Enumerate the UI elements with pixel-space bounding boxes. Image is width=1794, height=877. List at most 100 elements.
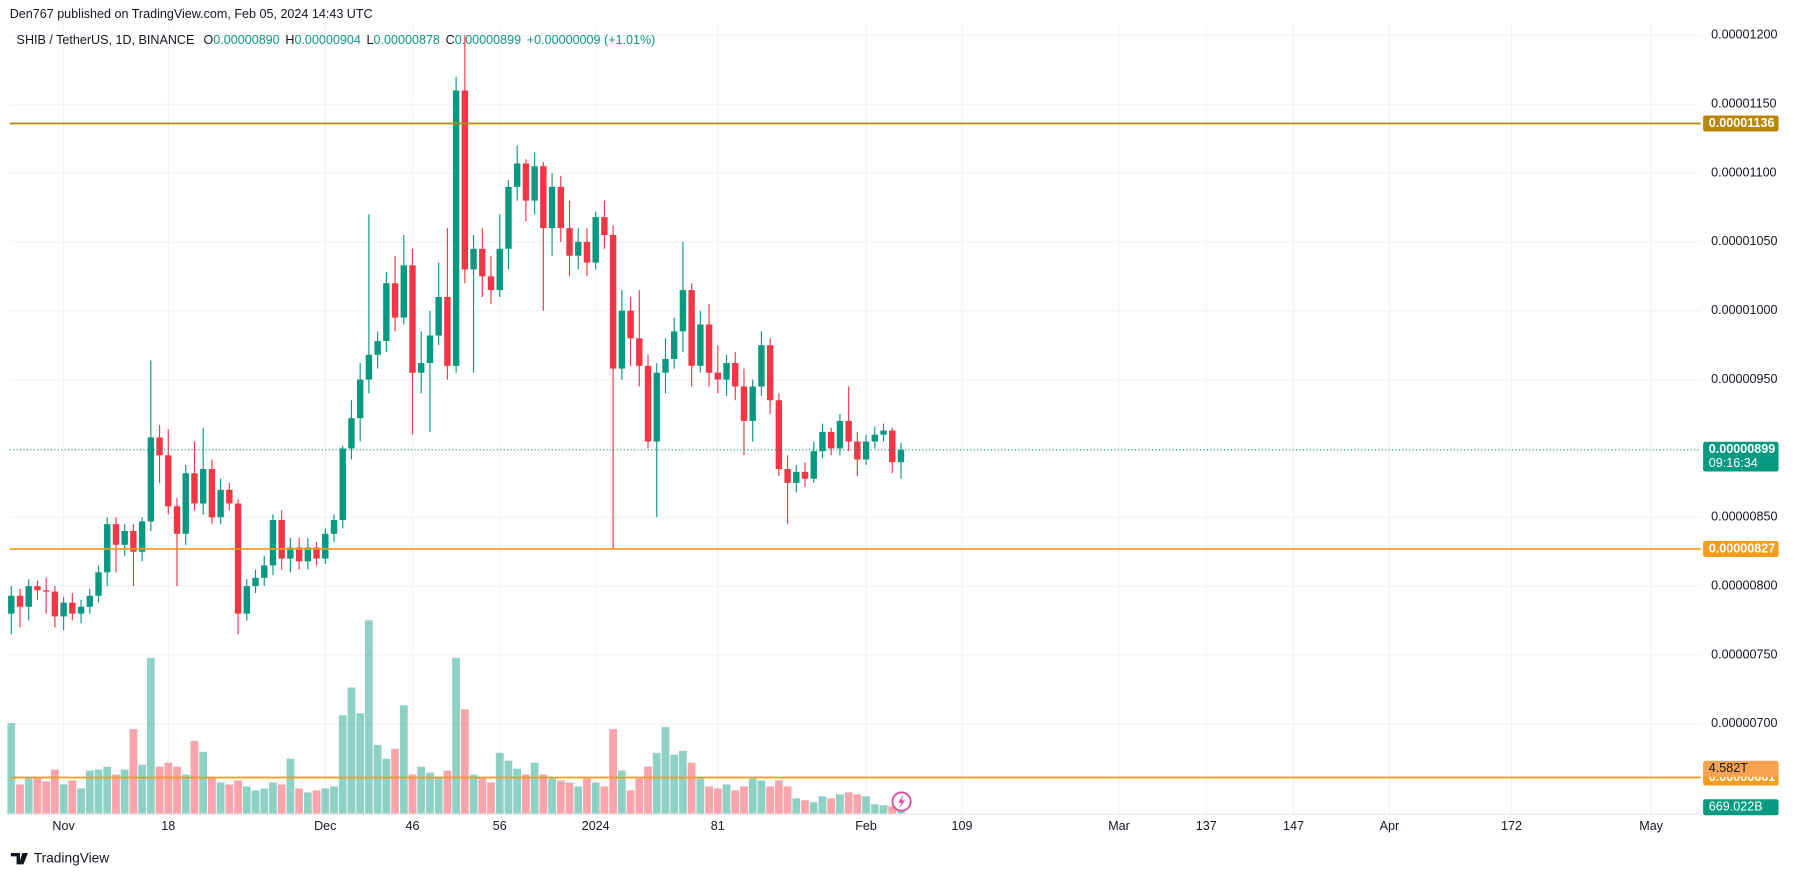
legend-key: C bbox=[446, 33, 455, 47]
volume-bar bbox=[870, 804, 879, 815]
volume-bar bbox=[181, 774, 190, 815]
volume-bar bbox=[740, 786, 748, 815]
volume-bar bbox=[460, 709, 469, 815]
y-tick-label: 0.00000950 bbox=[1711, 372, 1777, 386]
volume-bar bbox=[853, 794, 862, 815]
volume-bar bbox=[286, 758, 295, 815]
volume-bar bbox=[888, 806, 897, 815]
candle-body bbox=[269, 520, 277, 566]
candle-body bbox=[287, 547, 294, 559]
volume-bar bbox=[783, 786, 792, 815]
x-tick-label: 46 bbox=[406, 819, 420, 833]
y-tick-label: 0.00001150 bbox=[1711, 97, 1776, 111]
candle-body bbox=[199, 469, 207, 504]
volume-bar bbox=[234, 780, 242, 815]
volume-bar bbox=[556, 780, 565, 815]
volume-bar bbox=[862, 796, 870, 815]
volume-bar bbox=[722, 784, 731, 815]
candle-body bbox=[775, 400, 783, 470]
candle-body bbox=[784, 469, 791, 483]
volume-bar bbox=[600, 786, 609, 815]
x-tick-label: Mar bbox=[1108, 819, 1130, 833]
candle-body bbox=[697, 324, 704, 366]
candle-body bbox=[304, 547, 312, 562]
volume-bar bbox=[617, 770, 626, 815]
candle-body bbox=[191, 473, 198, 504]
candle-body bbox=[365, 354, 373, 380]
y-tick-label: 0.00001100 bbox=[1711, 165, 1776, 179]
candle-body bbox=[836, 420, 844, 449]
candle-body bbox=[479, 248, 486, 277]
candles bbox=[8, 35, 905, 635]
volume-bar bbox=[7, 723, 16, 815]
axes: 0.00001200 0.00001150 0.00001100 0.00001050… bbox=[9, 28, 1779, 833]
candle-body bbox=[670, 331, 678, 359]
candle-body bbox=[391, 283, 399, 318]
candle-body bbox=[261, 565, 268, 578]
volume-bar bbox=[565, 782, 574, 815]
candle-body bbox=[801, 471, 809, 479]
candle-body bbox=[322, 533, 329, 559]
candle-body bbox=[383, 283, 390, 342]
volume-bar bbox=[146, 657, 155, 815]
candle-body bbox=[505, 186, 512, 249]
candle-body bbox=[356, 379, 364, 419]
volume-bar bbox=[216, 782, 225, 815]
volume-bar bbox=[792, 798, 801, 815]
volume-bar bbox=[112, 774, 120, 815]
volume-bar bbox=[713, 788, 722, 815]
candle-body bbox=[452, 90, 460, 366]
candle-body bbox=[16, 595, 24, 607]
volume-bar bbox=[809, 802, 818, 815]
candle-body bbox=[95, 572, 102, 596]
x-tick-label: May bbox=[1639, 819, 1663, 833]
candle-body bbox=[121, 531, 128, 545]
volume-bar bbox=[77, 788, 85, 815]
candle-body bbox=[34, 586, 41, 591]
x-tick-label: 172 bbox=[1501, 819, 1522, 833]
volume-bar bbox=[251, 790, 260, 815]
volume-bar bbox=[827, 798, 836, 815]
volume-bar bbox=[155, 766, 164, 815]
candle-body bbox=[234, 503, 242, 614]
volume-last-label: 669.022B bbox=[1709, 800, 1763, 814]
candle-body bbox=[758, 345, 765, 387]
candle-body bbox=[522, 163, 530, 201]
volume-bar bbox=[530, 762, 539, 815]
candle-body bbox=[845, 420, 852, 442]
volume-bar bbox=[103, 766, 112, 815]
legend-key: H bbox=[285, 33, 294, 47]
volume-bar bbox=[129, 729, 138, 815]
volume-bar bbox=[495, 752, 504, 815]
candle-body bbox=[374, 341, 381, 355]
volume-bar bbox=[574, 786, 583, 815]
volume-bar bbox=[391, 748, 399, 815]
y-tick-label: 0.00001000 bbox=[1711, 303, 1777, 317]
candle-body bbox=[871, 434, 879, 442]
volume-bar bbox=[626, 790, 635, 815]
volume-bar bbox=[173, 766, 181, 815]
x-tick-label: 109 bbox=[952, 819, 973, 833]
x-tick-label: 56 bbox=[493, 819, 507, 833]
volume-bar bbox=[443, 770, 452, 815]
candle-body bbox=[348, 418, 355, 449]
volume-bar bbox=[652, 752, 661, 815]
volume-bar bbox=[330, 786, 338, 815]
candle-body bbox=[25, 586, 32, 607]
volume-bar bbox=[548, 778, 556, 815]
volume-bar bbox=[408, 774, 417, 815]
candle-body bbox=[313, 547, 320, 559]
candle-body bbox=[77, 606, 85, 614]
volume-bar bbox=[356, 713, 365, 815]
candle-body bbox=[601, 217, 608, 236]
candle-body bbox=[217, 489, 224, 518]
candle-body bbox=[705, 324, 713, 373]
volume-bar bbox=[199, 751, 208, 815]
candle-body bbox=[243, 586, 250, 614]
volume-bar bbox=[487, 782, 495, 815]
volume-bar bbox=[844, 792, 853, 815]
candle-body bbox=[679, 290, 687, 332]
x-tick-label: 147 bbox=[1283, 819, 1304, 833]
candle-body bbox=[644, 365, 652, 442]
